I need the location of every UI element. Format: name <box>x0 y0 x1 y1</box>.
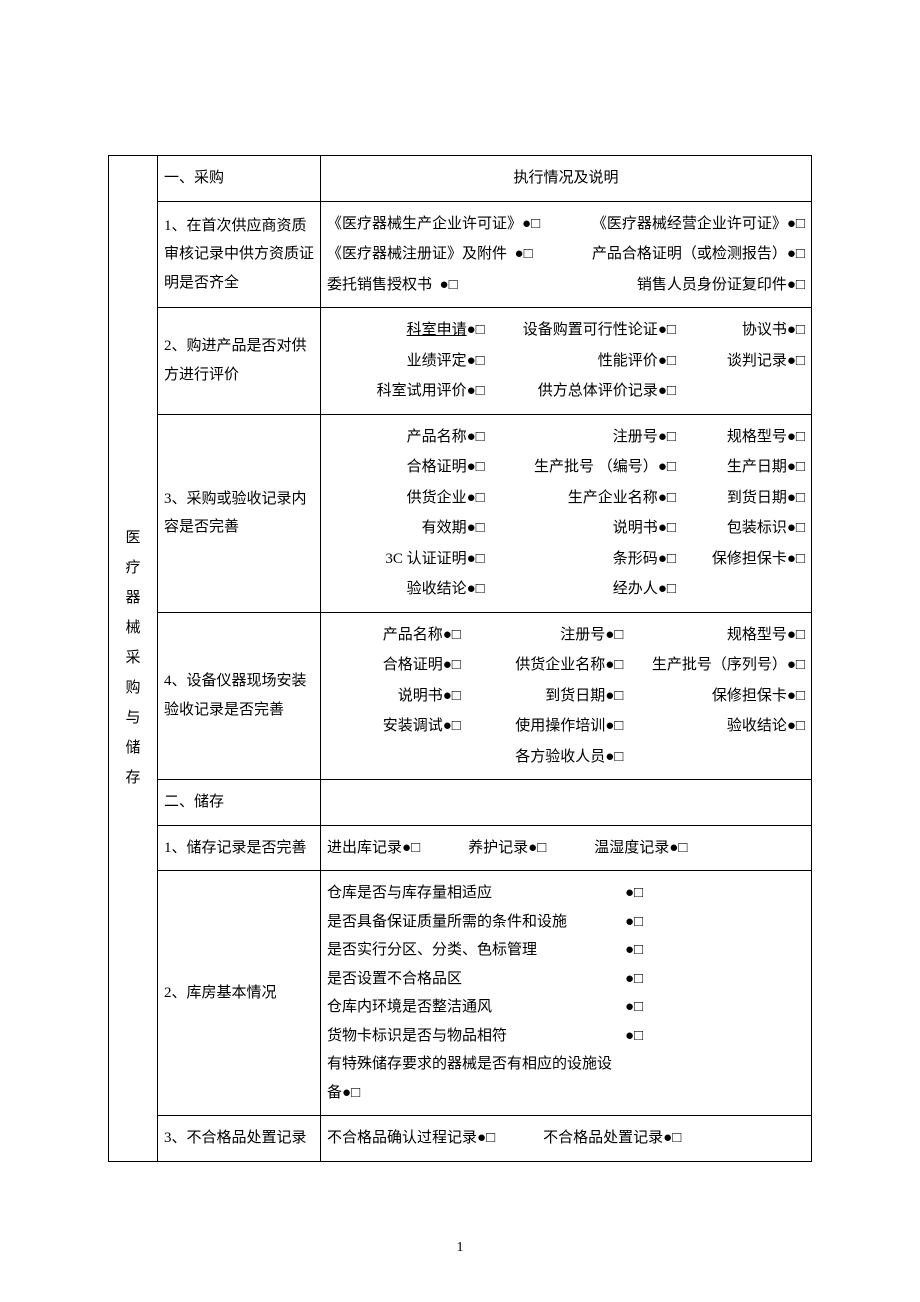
checklist-item: 合格证明●□ <box>327 651 461 680</box>
items-supplier-qualification: 《医疗器械生产企业许可证》●□ 《医疗器械经营企业许可证》●□ 《医疗器械注册证… <box>321 201 812 308</box>
question-text: 仓库是否与库存量相适应 <box>327 879 625 908</box>
items-procurement-record: 产品名称●□ 注册号●□ 规格型号●□ 合格证明●□ 生产批号 （编号）●□ 生… <box>321 414 812 612</box>
label-supplier-evaluation: 2、购进产品是否对供方进行评价 <box>158 308 321 415</box>
header-row-storage: 二、储存 <box>109 780 812 826</box>
checklist-item: 合格证明●□ <box>327 453 485 482</box>
checklist-item: 验收结论●□ <box>623 712 805 741</box>
side-category: 医疗器械采购与储存 <box>109 156 158 1162</box>
items-installation-acceptance: 产品名称●□ 注册号●□ 规格型号●□ 合格证明●□ 供货企业名称●□ 生产批号… <box>321 612 812 780</box>
label-warehouse-status: 2、库房基本情况 <box>158 871 321 1116</box>
checklist-item: 产品合格证明（或检测报告）●□ <box>592 240 805 269</box>
checklist-item: 性能评价●□ <box>485 347 676 376</box>
checklist-item: 产品名称●□ <box>327 423 485 452</box>
header-explanation: 执行情况及说明 <box>321 156 812 202</box>
row-supplier-evaluation: 2、购进产品是否对供方进行评价 科室申请●□ 设备购置可行性论证●□ 协议书●□… <box>109 308 812 415</box>
label-nonconforming: 3、不合格品处置记录 <box>158 1116 321 1162</box>
checklist-item: 《医疗器械注册证》及附件 ●□ <box>327 240 533 269</box>
checklist-item: 各方验收人员●□ <box>461 743 624 772</box>
checklist-item: 供货企业●□ <box>327 484 485 513</box>
checklist-item: 生产企业名称●□ <box>485 484 676 513</box>
checklist-item: 包装标识●□ <box>676 514 805 543</box>
row-supplier-qualification: 1、在首次供应商资质审核记录中供方资质证明是否齐全 《医疗器械生产企业许可证》●… <box>109 201 812 308</box>
checklist-item: 生产日期●□ <box>676 453 805 482</box>
question-text: 是否实行分区、分类、色标管理 <box>327 936 625 965</box>
items-nonconforming: 不合格品确认过程记录●□ 不合格品处置记录●□ <box>321 1116 812 1162</box>
checklist-item: 保修担保卡●□ <box>676 545 805 574</box>
checklist-item: 《医疗器械经营企业许可证》●□ <box>592 210 805 239</box>
header-blank <box>321 780 812 826</box>
checklist-item: 使用操作培训●□ <box>461 712 624 741</box>
label-storage-record: 1、储存记录是否完善 <box>158 825 321 871</box>
checklist-item: 生产批号 （编号）●□ <box>485 453 676 482</box>
items-warehouse-status: 仓库是否与库存量相适应●□ 是否具备保证质量所需的条件和设施●□ 是否实行分区、… <box>321 871 812 1116</box>
checklist-item: 业绩评定●□ <box>327 347 485 376</box>
checklist-item: 供方总体评价记录●□ <box>485 377 676 406</box>
checklist-item: 不合格品处置记录●□ <box>543 1124 681 1153</box>
checklist-item: 说明书●□ <box>327 682 461 711</box>
checklist-item: 温湿度记录●□ <box>594 834 687 863</box>
question-text: 有特殊储存要求的器械是否有相应的设施设备●□ <box>327 1050 625 1107</box>
items-storage-record: 进出库记录●□ 养护记录●□ 温湿度记录●□ <box>321 825 812 871</box>
items-supplier-evaluation: 科室申请●□ 设备购置可行性论证●□ 协议书●□ 业绩评定●□ 性能评价●□ 谈… <box>321 308 812 415</box>
checklist-item: 供货企业名称●□ <box>461 651 624 680</box>
checklist-item: 有效期●□ <box>327 514 485 543</box>
label-supplier-qualification: 1、在首次供应商资质审核记录中供方资质证明是否齐全 <box>158 201 321 308</box>
checklist-item: 经办人●□ <box>485 575 676 604</box>
question-text: 是否具备保证质量所需的条件和设施 <box>327 908 625 937</box>
checklist-item: 3C 认证证明●□ <box>327 545 485 574</box>
checklist-item: 设备购置可行性论证●□ <box>485 316 676 345</box>
checklist-item: 委托销售授权书 ●□ <box>327 271 458 300</box>
checklist-item: 注册号●□ <box>485 423 676 452</box>
checklist-item: 养护记录●□ <box>468 834 546 863</box>
checklist-item: 规格型号●□ <box>676 423 805 452</box>
checklist-item: 验收结论●□ <box>327 575 485 604</box>
checklist-item: 说明书●□ <box>485 514 676 543</box>
checklist-item: 科室申请●□ <box>327 316 485 345</box>
header-section-2: 二、储存 <box>158 780 321 826</box>
label-installation-acceptance: 4、设备仪器现场安装验收记录是否完善 <box>158 612 321 780</box>
checklist-item: 《医疗器械生产企业许可证》●□ <box>327 210 540 239</box>
page-number: 1 <box>0 1235 920 1262</box>
question-text: 仓库内环境是否整洁通风 <box>327 993 625 1022</box>
header-row: 医疗器械采购与储存 一、采购 执行情况及说明 <box>109 156 812 202</box>
question-text: 是否设置不合格品区 <box>327 965 625 994</box>
check-mark: ●□ <box>625 908 805 937</box>
checklist-item: 安装调试●□ <box>327 712 461 741</box>
question-text: 货物卡标识是否与物品相符 <box>327 1022 625 1051</box>
checklist-item: 保修担保卡●□ <box>623 682 805 711</box>
checklist-item: 到货日期●□ <box>461 682 624 711</box>
check-mark: ●□ <box>625 1022 805 1051</box>
row-nonconforming: 3、不合格品处置记录 不合格品确认过程记录●□ 不合格品处置记录●□ <box>109 1116 812 1162</box>
row-procurement-record: 3、采购或验收记录内容是否完善 产品名称●□ 注册号●□ 规格型号●□ 合格证明… <box>109 414 812 612</box>
checklist-item: 产品名称●□ <box>327 621 461 650</box>
checklist-item: 到货日期●□ <box>676 484 805 513</box>
label-procurement-record: 3、采购或验收记录内容是否完善 <box>158 414 321 612</box>
checklist-item: 注册号●□ <box>461 621 624 650</box>
row-warehouse-status: 2、库房基本情况 仓库是否与库存量相适应●□ 是否具备保证质量所需的条件和设施●… <box>109 871 812 1116</box>
row-installation-acceptance: 4、设备仪器现场安装验收记录是否完善 产品名称●□ 注册号●□ 规格型号●□ 合… <box>109 612 812 780</box>
inspection-table: 医疗器械采购与储存 一、采购 执行情况及说明 1、在首次供应商资质审核记录中供方… <box>108 155 812 1162</box>
checklist-item: 谈判记录●□ <box>676 347 805 376</box>
check-mark: ●□ <box>625 993 805 1022</box>
checklist-item: 不合格品确认过程记录●□ <box>327 1124 495 1153</box>
side-category-text: 医疗器械采购与储存 <box>126 523 141 793</box>
check-mark: ●□ <box>625 965 805 994</box>
check-mark: ●□ <box>625 936 805 965</box>
checklist-item: 条形码●□ <box>485 545 676 574</box>
checklist-item: 销售人员身份证复印件●□ <box>637 271 805 300</box>
header-section-1: 一、采购 <box>158 156 321 202</box>
checklist-item: 科室试用评价●□ <box>327 377 485 406</box>
checklist-item: 协议书●□ <box>676 316 805 345</box>
checklist-item: 进出库记录●□ <box>327 834 420 863</box>
row-storage-record: 1、储存记录是否完善 进出库记录●□ 养护记录●□ 温湿度记录●□ <box>109 825 812 871</box>
checklist-item: 规格型号●□ <box>623 621 805 650</box>
check-mark: ●□ <box>625 879 805 908</box>
checklist-item: 生产批号（序列号）●□ <box>623 651 805 680</box>
